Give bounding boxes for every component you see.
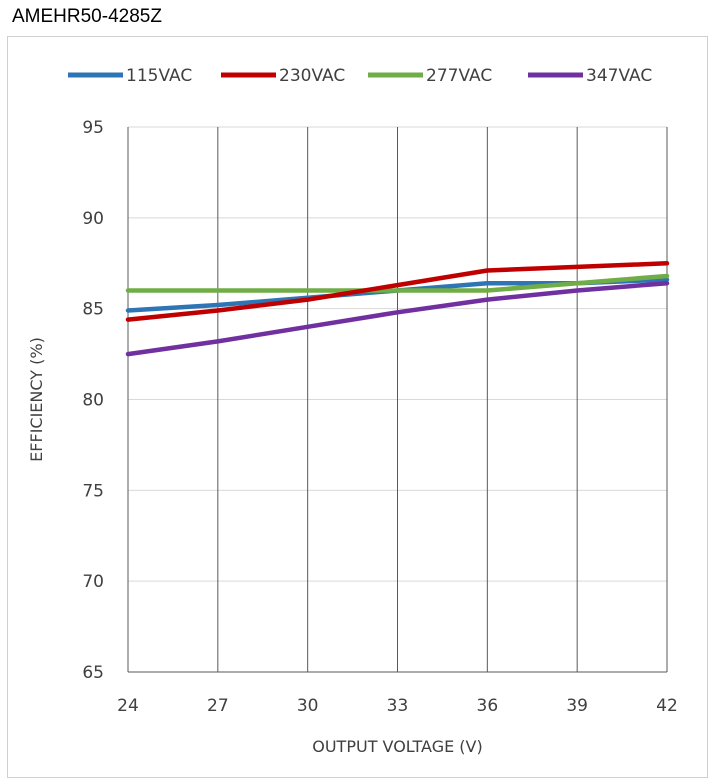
y-tick-label: 75: [82, 481, 104, 501]
y-tick-label: 80: [82, 391, 104, 411]
y-tick-label: 70: [82, 572, 104, 592]
y-tick-label: 85: [82, 300, 104, 320]
legend-label-277vac: 277VAC: [426, 66, 492, 86]
legend-label-230vac: 230VAC: [279, 66, 345, 86]
x-tick-label: 33: [387, 696, 409, 716]
series-line-230vac: [125, 261, 670, 322]
series-line-277vac: [125, 273, 670, 293]
y-tick-label: 95: [82, 118, 104, 138]
chart-title: AMEHR50-4285Z: [12, 6, 162, 27]
x-tick-label: 36: [477, 696, 499, 716]
y-axis-label: EFFICIENCY (%): [27, 337, 46, 462]
legend-label-115vac: 115VAC: [126, 66, 192, 86]
x-axis-label: OUTPUT VOLTAGE (V): [312, 737, 482, 756]
tick-labels: 65 70 75 80 85 90 95 24 27 30 33 36 39 42: [82, 118, 677, 716]
grid-lines: [127, 126, 668, 673]
x-tick-label: 39: [566, 696, 588, 716]
x-tick-label: 24: [117, 696, 139, 716]
legend-label-347vac: 347VAC: [586, 66, 652, 86]
x-tick-label: 27: [207, 696, 229, 716]
series-line-347vac: [125, 280, 670, 357]
x-tick-label: 42: [656, 696, 678, 716]
chart-frame: [7, 36, 708, 778]
series-lines: [125, 261, 670, 357]
y-tick-label: 90: [82, 209, 104, 229]
y-tick-label: 65: [82, 663, 104, 683]
legend: 115VAC 230VAC 277VAC 347VAC: [68, 66, 652, 86]
x-tick-label: 30: [297, 696, 319, 716]
